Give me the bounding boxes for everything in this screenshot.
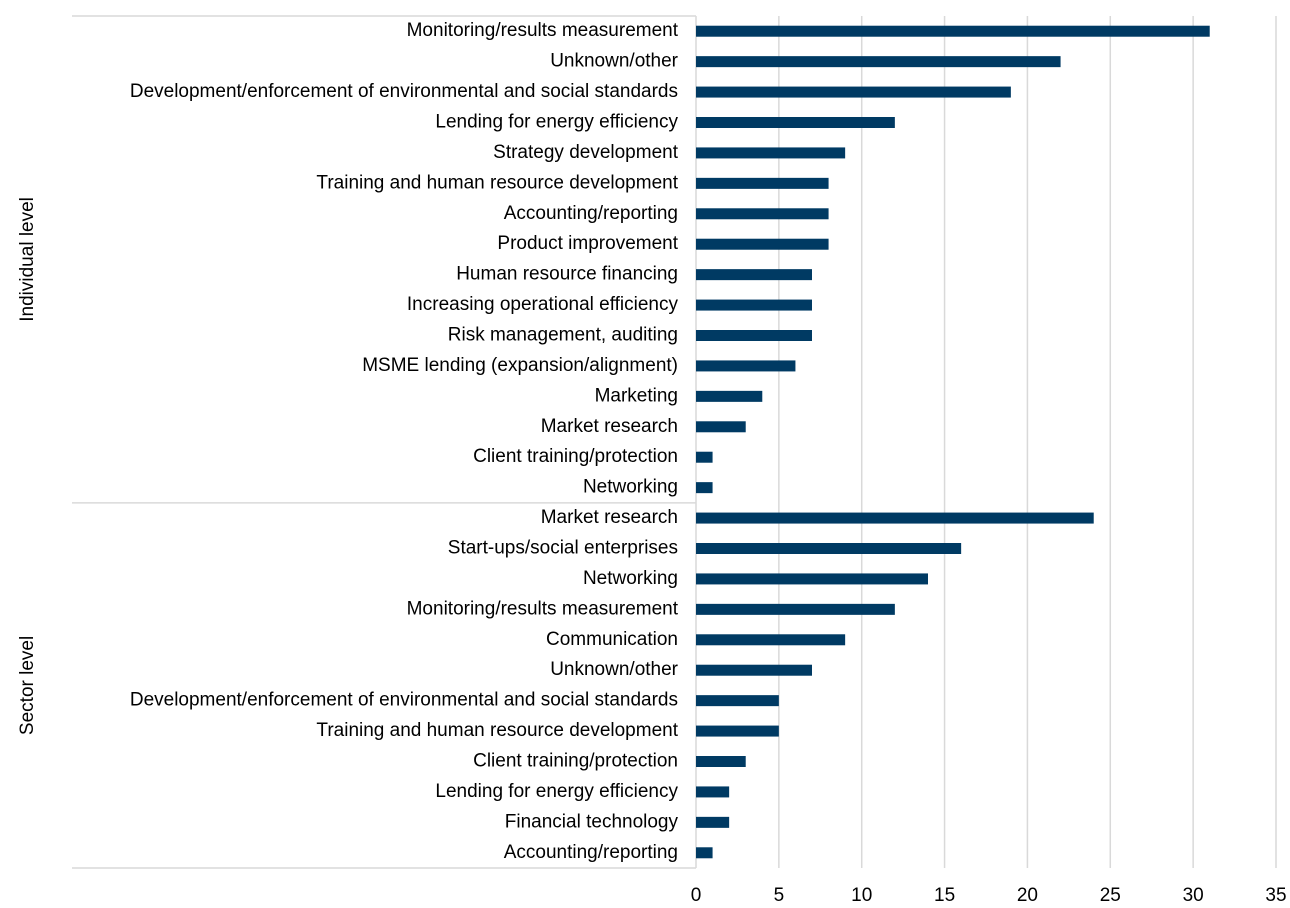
- bar: [696, 86, 1011, 98]
- y-tick-label: Lending for energy efficiency: [435, 112, 678, 133]
- bar: [696, 208, 829, 220]
- bar: [696, 603, 895, 615]
- bar: [696, 269, 812, 281]
- y-tick-label: Communication: [546, 629, 678, 650]
- bar: [696, 482, 713, 494]
- y-tick-label: Lending for energy efficiency: [435, 781, 678, 802]
- y-tick-label: Monitoring/results measurement: [407, 598, 679, 619]
- x-tick-label: 5: [774, 885, 785, 906]
- y-tick-label: Financial technology: [505, 811, 679, 832]
- bar: [696, 634, 846, 646]
- y-tick-label: Market research: [541, 507, 678, 528]
- bar: [696, 117, 895, 128]
- group-label: Individual level: [17, 197, 38, 322]
- y-tick-label: Market research: [541, 416, 678, 437]
- bar: [696, 786, 730, 798]
- x-tick-label: 0: [691, 885, 702, 906]
- bar: [696, 756, 746, 767]
- bar: [696, 421, 746, 433]
- bar: [696, 177, 829, 189]
- bar: [696, 543, 962, 554]
- x-tick-label: 25: [1100, 885, 1121, 906]
- y-tick-label: Marketing: [595, 385, 678, 406]
- y-tick-label: Client training/protection: [473, 446, 678, 467]
- bar: [696, 238, 829, 250]
- x-tick-label: 35: [1265, 885, 1286, 906]
- bar: [696, 847, 713, 859]
- bar: [696, 25, 1210, 37]
- y-tick-label: Networking: [583, 568, 678, 589]
- y-tick-label: Development/enforcement of environmental…: [130, 81, 678, 102]
- bar: [696, 147, 846, 159]
- bar: [696, 390, 763, 402]
- bar: [696, 330, 812, 341]
- bar: [696, 360, 796, 372]
- bar: [696, 816, 730, 828]
- y-tick-label: Unknown/other: [550, 659, 678, 680]
- y-tick-label: Increasing operational efficiency: [407, 294, 679, 315]
- bar: [696, 725, 779, 737]
- y-tick-label: Monitoring/results measurement: [407, 20, 679, 41]
- x-tick-label: 15: [934, 885, 955, 906]
- bar: [696, 512, 1094, 524]
- y-tick-label: Start-ups/social enterprises: [448, 538, 678, 559]
- x-tick-label: 10: [851, 885, 872, 906]
- y-tick-label: Training and human resource development: [316, 172, 678, 193]
- bar: [696, 664, 812, 676]
- y-tick-label: Development/enforcement of environmental…: [130, 690, 678, 711]
- y-tick-label: Human resource financing: [456, 264, 678, 285]
- x-tick-label: 20: [1017, 885, 1038, 906]
- bar: [696, 451, 713, 463]
- x-tick-label: 30: [1183, 885, 1204, 906]
- y-tick-label: Client training/protection: [473, 751, 678, 772]
- group-label: Sector level: [17, 636, 38, 735]
- bar: [696, 299, 812, 311]
- bar: [696, 56, 1061, 68]
- y-tick-label: Product improvement: [497, 233, 678, 254]
- y-tick-label: MSME lending (expansion/alignment): [362, 355, 678, 376]
- y-tick-label: Strategy development: [493, 142, 679, 163]
- y-tick-label: Training and human resource development: [316, 720, 678, 741]
- y-tick-label: Risk management, auditing: [448, 325, 678, 346]
- bar: [696, 573, 928, 585]
- y-tick-label: Accounting/reporting: [504, 842, 678, 863]
- y-tick-label: Unknown/other: [550, 51, 678, 72]
- y-tick-label: Networking: [583, 477, 678, 498]
- bar: [696, 695, 779, 707]
- y-tick-label: Accounting/reporting: [504, 203, 678, 224]
